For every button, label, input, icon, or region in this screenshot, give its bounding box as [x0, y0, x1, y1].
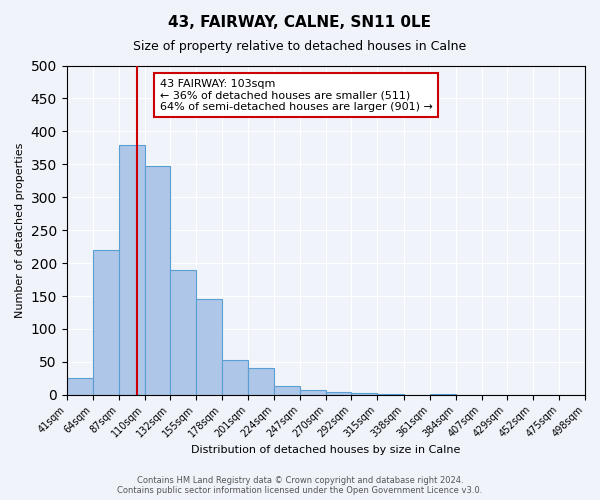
Text: 43 FAIRWAY: 103sqm
← 36% of detached houses are smaller (511)
64% of semi-detach: 43 FAIRWAY: 103sqm ← 36% of detached hou… [160, 78, 433, 112]
Text: Size of property relative to detached houses in Calne: Size of property relative to detached ho… [133, 40, 467, 53]
Bar [326, 392, 352, 395]
Bar [430, 394, 455, 395]
Bar [377, 394, 404, 395]
Text: 43, FAIRWAY, CALNE, SN11 0LE: 43, FAIRWAY, CALNE, SN11 0LE [169, 15, 431, 30]
Bar [274, 386, 301, 395]
Bar [196, 298, 222, 395]
Text: Contains HM Land Registry data © Crown copyright and database right 2024.
Contai: Contains HM Land Registry data © Crown c… [118, 476, 482, 495]
Bar [248, 368, 274, 395]
Bar [93, 250, 119, 395]
X-axis label: Distribution of detached houses by size in Calne: Distribution of detached houses by size … [191, 445, 461, 455]
Y-axis label: Number of detached properties: Number of detached properties [15, 142, 25, 318]
Bar [119, 144, 145, 395]
Bar [352, 394, 377, 395]
Bar [67, 378, 93, 395]
Bar [145, 166, 170, 395]
Bar [170, 270, 196, 395]
Bar [222, 360, 248, 395]
Bar [301, 390, 326, 395]
